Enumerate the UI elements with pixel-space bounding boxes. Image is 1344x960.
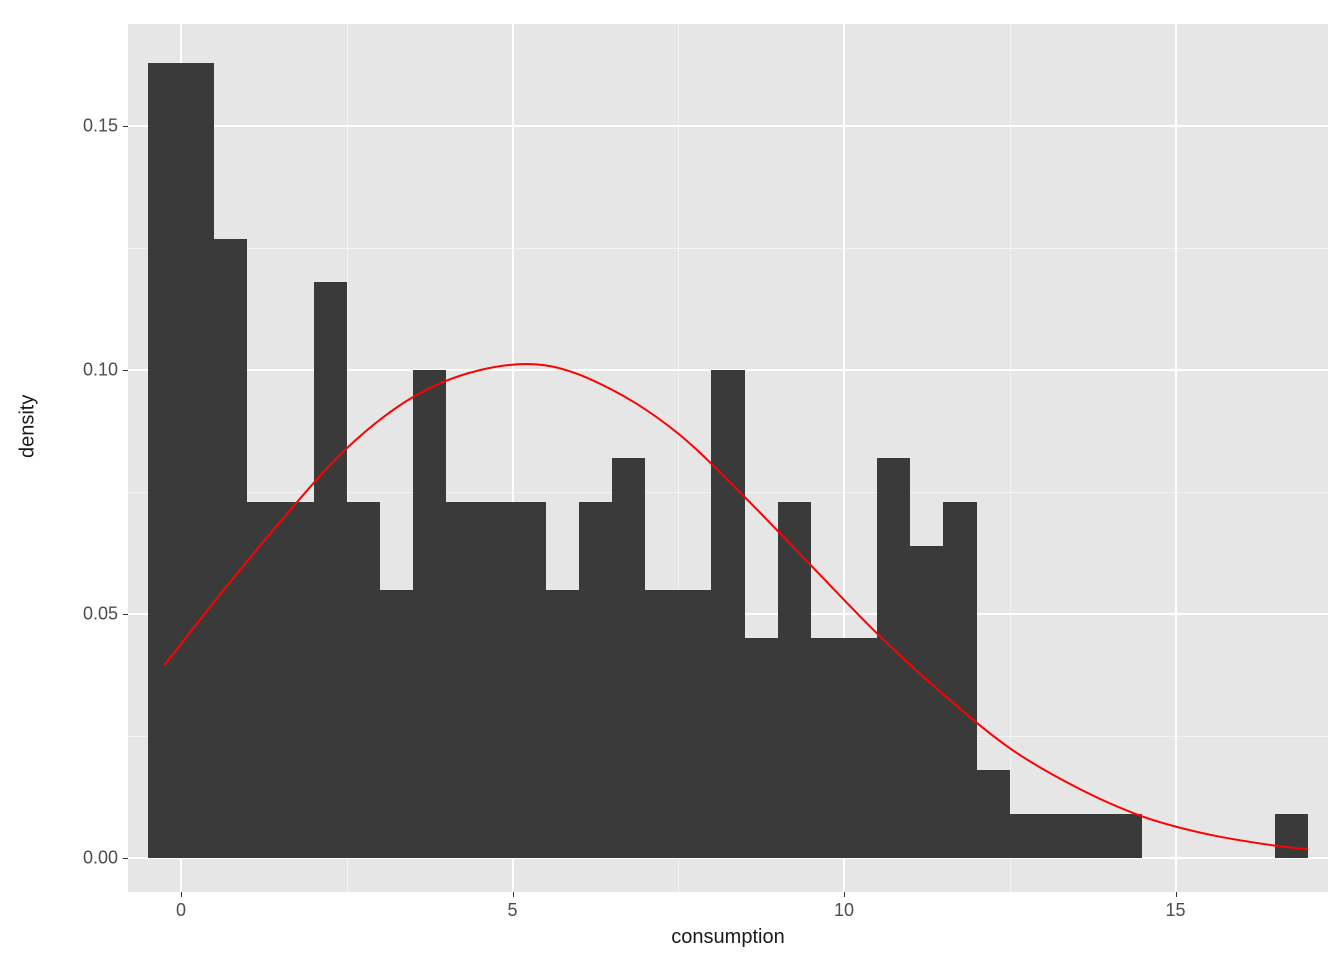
y-axis-title: density xyxy=(17,395,40,458)
grid-hline-minor xyxy=(128,248,1328,249)
histogram-bar xyxy=(811,638,844,857)
histogram-bar xyxy=(347,502,380,858)
histogram-bar xyxy=(579,502,612,858)
y-tick-label: 0.10 xyxy=(83,360,118,381)
chart-container: 0 5 10 15 0.00 0.05 0.10 0.15 consumption densi… xyxy=(0,0,1344,960)
histogram-bar xyxy=(612,458,645,858)
x-tick-label: 10 xyxy=(834,900,854,921)
histogram-bar xyxy=(844,638,877,857)
histogram-bar xyxy=(1275,814,1308,858)
histogram-bar xyxy=(479,502,512,858)
histogram-bar xyxy=(910,546,943,858)
x-tick-label: 0 xyxy=(176,900,186,921)
histogram-bar xyxy=(148,63,181,858)
histogram-bar xyxy=(1043,814,1076,858)
x-tick xyxy=(181,892,182,897)
histogram-bar xyxy=(247,502,280,858)
grid-vline-minor xyxy=(1010,24,1011,892)
histogram-bar xyxy=(181,63,214,858)
histogram-bar xyxy=(546,590,579,858)
histogram-bar xyxy=(778,502,811,858)
y-tick-label: 0.00 xyxy=(83,847,118,868)
x-tick xyxy=(844,892,845,897)
y-tick xyxy=(123,614,128,615)
grid-vline xyxy=(1175,24,1177,892)
x-tick-label: 5 xyxy=(508,900,518,921)
histogram-bar xyxy=(513,502,546,858)
x-axis-title: consumption xyxy=(671,926,784,949)
histogram-bar xyxy=(1076,814,1109,858)
histogram-bar xyxy=(877,458,910,858)
y-tick xyxy=(123,858,128,859)
histogram-bar xyxy=(645,590,678,858)
histogram-bar xyxy=(711,370,744,858)
histogram-bar xyxy=(314,282,347,857)
y-tick xyxy=(123,126,128,127)
y-tick-label: 0.05 xyxy=(83,604,118,625)
histogram-bar xyxy=(745,638,778,857)
histogram-bar xyxy=(446,502,479,858)
grid-hline xyxy=(128,125,1328,127)
y-tick-label: 0.15 xyxy=(83,116,118,137)
histogram-bar xyxy=(1010,814,1043,858)
histogram-bar xyxy=(280,502,313,858)
y-tick xyxy=(123,370,128,371)
plot-panel xyxy=(128,24,1328,892)
histogram-bar xyxy=(977,770,1010,858)
histogram-bar xyxy=(678,590,711,858)
histogram-bar xyxy=(413,370,446,858)
histogram-bar xyxy=(214,239,247,858)
x-tick xyxy=(1176,892,1177,897)
histogram-bar xyxy=(380,590,413,858)
histogram-bar xyxy=(1109,814,1142,858)
x-tick-label: 15 xyxy=(1165,900,1185,921)
x-tick xyxy=(513,892,514,897)
histogram-bar xyxy=(943,502,976,858)
